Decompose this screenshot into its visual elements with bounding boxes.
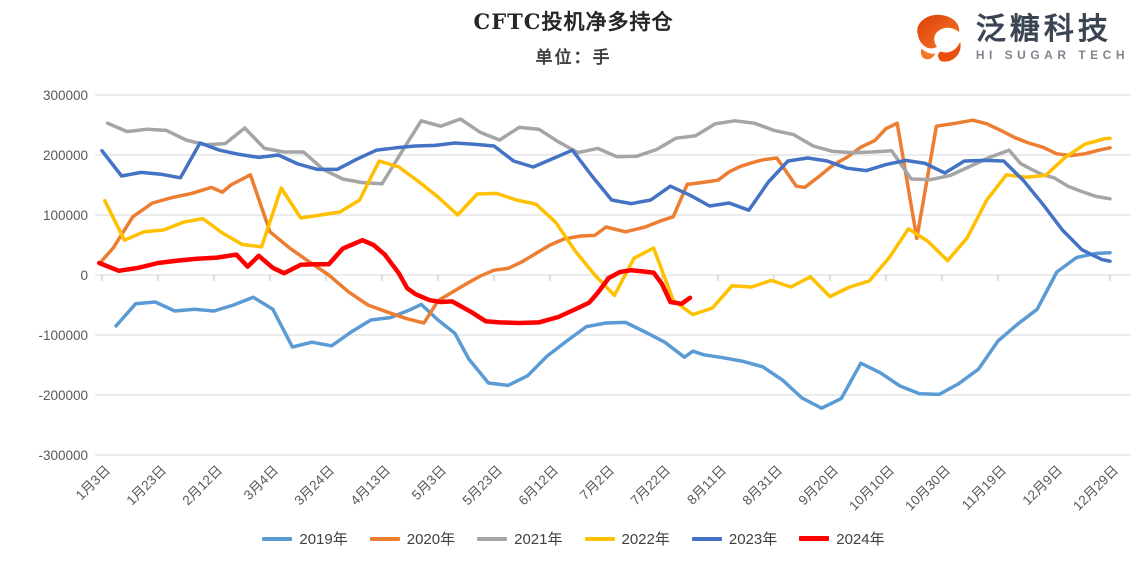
y-tick-label: -300000 bbox=[38, 448, 88, 463]
x-tick-label: 10月10日 bbox=[846, 463, 897, 514]
series-line-2020年 bbox=[100, 118, 1112, 325]
hi-sugar-tech-logo: 泛糖科技 HI SUGAR TECH bbox=[908, 10, 1129, 66]
x-tick-label: 3月4日 bbox=[241, 463, 281, 503]
series-line-2024年 bbox=[96, 237, 693, 326]
title-block: CFTC投机净多持仓 单位：手 bbox=[0, 6, 1147, 68]
legend-item-2021年[interactable]: 2021年 bbox=[477, 528, 563, 549]
legend-swatch-2023年 bbox=[691, 536, 722, 541]
chart-title: CFTC投机净多持仓 bbox=[473, 9, 674, 34]
x-tick-label: 8月11日 bbox=[684, 463, 729, 508]
legend-label: 2024年 bbox=[836, 531, 885, 548]
x-tick-label: 2月12日 bbox=[179, 463, 225, 509]
x-tick-label: 3月24日 bbox=[291, 463, 337, 509]
legend-label: 2021年 bbox=[514, 531, 563, 548]
y-tick-label: -100000 bbox=[38, 328, 88, 343]
x-tick-label: 6月12日 bbox=[515, 463, 561, 509]
series-line-2023年 bbox=[100, 141, 1112, 263]
x-tick-label: 12月29日 bbox=[1070, 463, 1121, 514]
x-tick-label: 7月2日 bbox=[577, 463, 617, 503]
x-tick-label: 9月20日 bbox=[795, 463, 841, 509]
x-tick-label: 1月3日 bbox=[73, 463, 113, 503]
x-tick-label: 1月23日 bbox=[123, 463, 169, 509]
series-line-2019年 bbox=[114, 251, 1112, 410]
series-line-2021年 bbox=[105, 117, 1112, 201]
legend-label: 2020年 bbox=[406, 531, 456, 548]
x-tick-label: 5月23日 bbox=[459, 463, 505, 509]
legend-swatch-2024年 bbox=[799, 536, 830, 541]
legend-item-2023年[interactable]: 2023年 bbox=[691, 528, 778, 549]
x-tick-label: 7月22日 bbox=[627, 463, 673, 509]
chart-unit-subtitle: 单位：手 bbox=[535, 48, 612, 68]
x-tick-label: 12月9日 bbox=[1019, 463, 1065, 509]
logo-tagline: HI SUGAR TECH bbox=[975, 47, 1129, 62]
y-tick-label: 100000 bbox=[43, 208, 88, 223]
x-axis-labels: 1月3日 1月23日 2月12日 3月4日 3月24日 4月13日 5月3日 5月23日 6月1… bbox=[73, 463, 1121, 514]
legend-item-2019年[interactable]: 2019年 bbox=[262, 528, 348, 549]
legend-swatch-2021年 bbox=[477, 536, 508, 541]
x-tick-label: 4月13日 bbox=[347, 463, 393, 509]
legend-swatch-2019年 bbox=[262, 536, 293, 541]
x-tick-label: 8月31日 bbox=[739, 463, 785, 509]
legend-label: 2019年 bbox=[299, 531, 348, 548]
chart-legend: 2019年 2020年 2021年 2022年 2023年 2024年 bbox=[0, 528, 1147, 549]
y-tick-label: 0 bbox=[80, 268, 88, 283]
y-tick-label: -200000 bbox=[38, 388, 88, 403]
x-tick-label: 10月30日 bbox=[902, 463, 953, 514]
logo-text: 泛糖科技 HI SUGAR TECH bbox=[975, 11, 1129, 62]
series-lines bbox=[96, 117, 1112, 410]
sugar-swirl-icon bbox=[917, 14, 961, 62]
x-tick-label: 11月19日 bbox=[959, 463, 1009, 513]
series-line-2022年 bbox=[103, 136, 1112, 317]
y-axis-labels: 300000 200000 100000 0 -100000 -200000 -300000 bbox=[38, 88, 88, 463]
legend-item-2024年[interactable]: 2024年 bbox=[799, 528, 885, 549]
legend-item-2022年[interactable]: 2022年 bbox=[584, 528, 670, 549]
y-tick-label: 200000 bbox=[43, 148, 88, 163]
x-tick-label: 5月3日 bbox=[409, 463, 449, 503]
y-tick-label: 300000 bbox=[43, 88, 88, 103]
legend-swatch-2020年 bbox=[369, 536, 400, 541]
legend-item-2020年[interactable]: 2020年 bbox=[369, 528, 456, 549]
legend-label: 2022年 bbox=[621, 531, 670, 548]
legend-swatch-2022年 bbox=[584, 536, 615, 541]
legend-label: 2023年 bbox=[728, 531, 778, 548]
logo-name: 泛糖科技 bbox=[975, 11, 1112, 47]
